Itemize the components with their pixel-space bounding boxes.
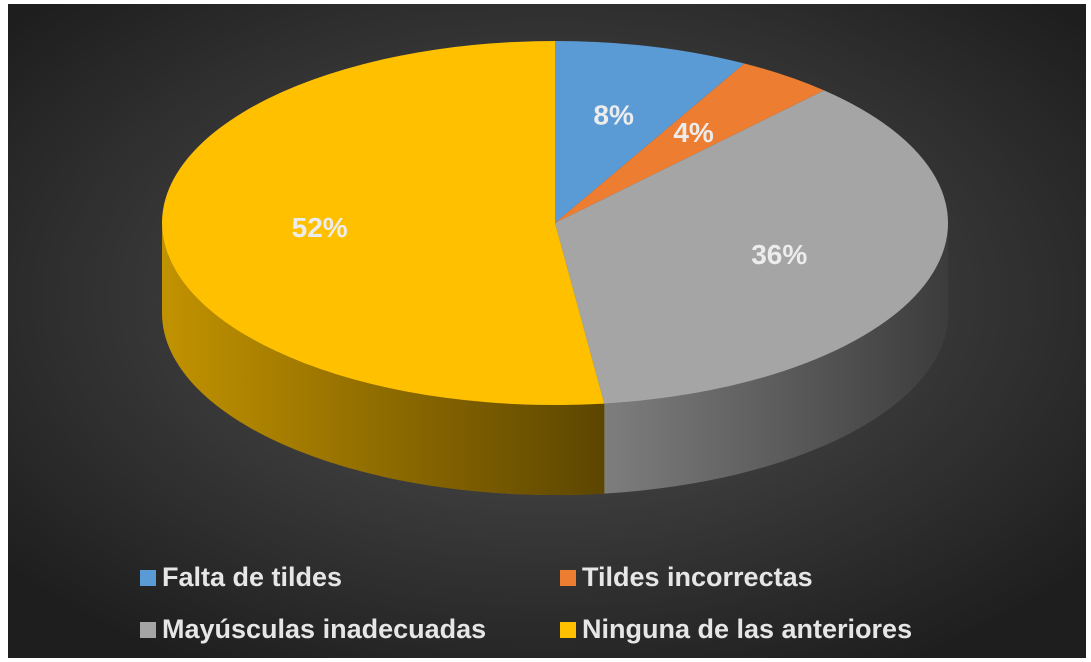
- pie-slice: [555, 90, 949, 404]
- data-label: 4%: [673, 117, 714, 148]
- legend-label: Falta de tildes: [162, 562, 342, 592]
- pie-slice: [162, 41, 605, 405]
- data-label: 52%: [292, 212, 348, 243]
- legend-swatch: [140, 570, 156, 586]
- data-label: 8%: [593, 100, 634, 131]
- pie-slice: [555, 63, 825, 224]
- pie-slice: [555, 41, 745, 223]
- legend-label: Ninguna de las anteriores: [582, 614, 912, 644]
- legend-label: Tildes incorrectas: [582, 562, 813, 592]
- pie-side-shade: [604, 223, 948, 494]
- legend-swatch: [560, 570, 576, 586]
- legend-label: Mayúsculas inadecuadas: [162, 614, 486, 644]
- pie-side-shade: [162, 223, 605, 495]
- data-label: 36%: [751, 239, 807, 270]
- legend-swatch: [140, 622, 156, 638]
- legend-swatch: [560, 622, 576, 638]
